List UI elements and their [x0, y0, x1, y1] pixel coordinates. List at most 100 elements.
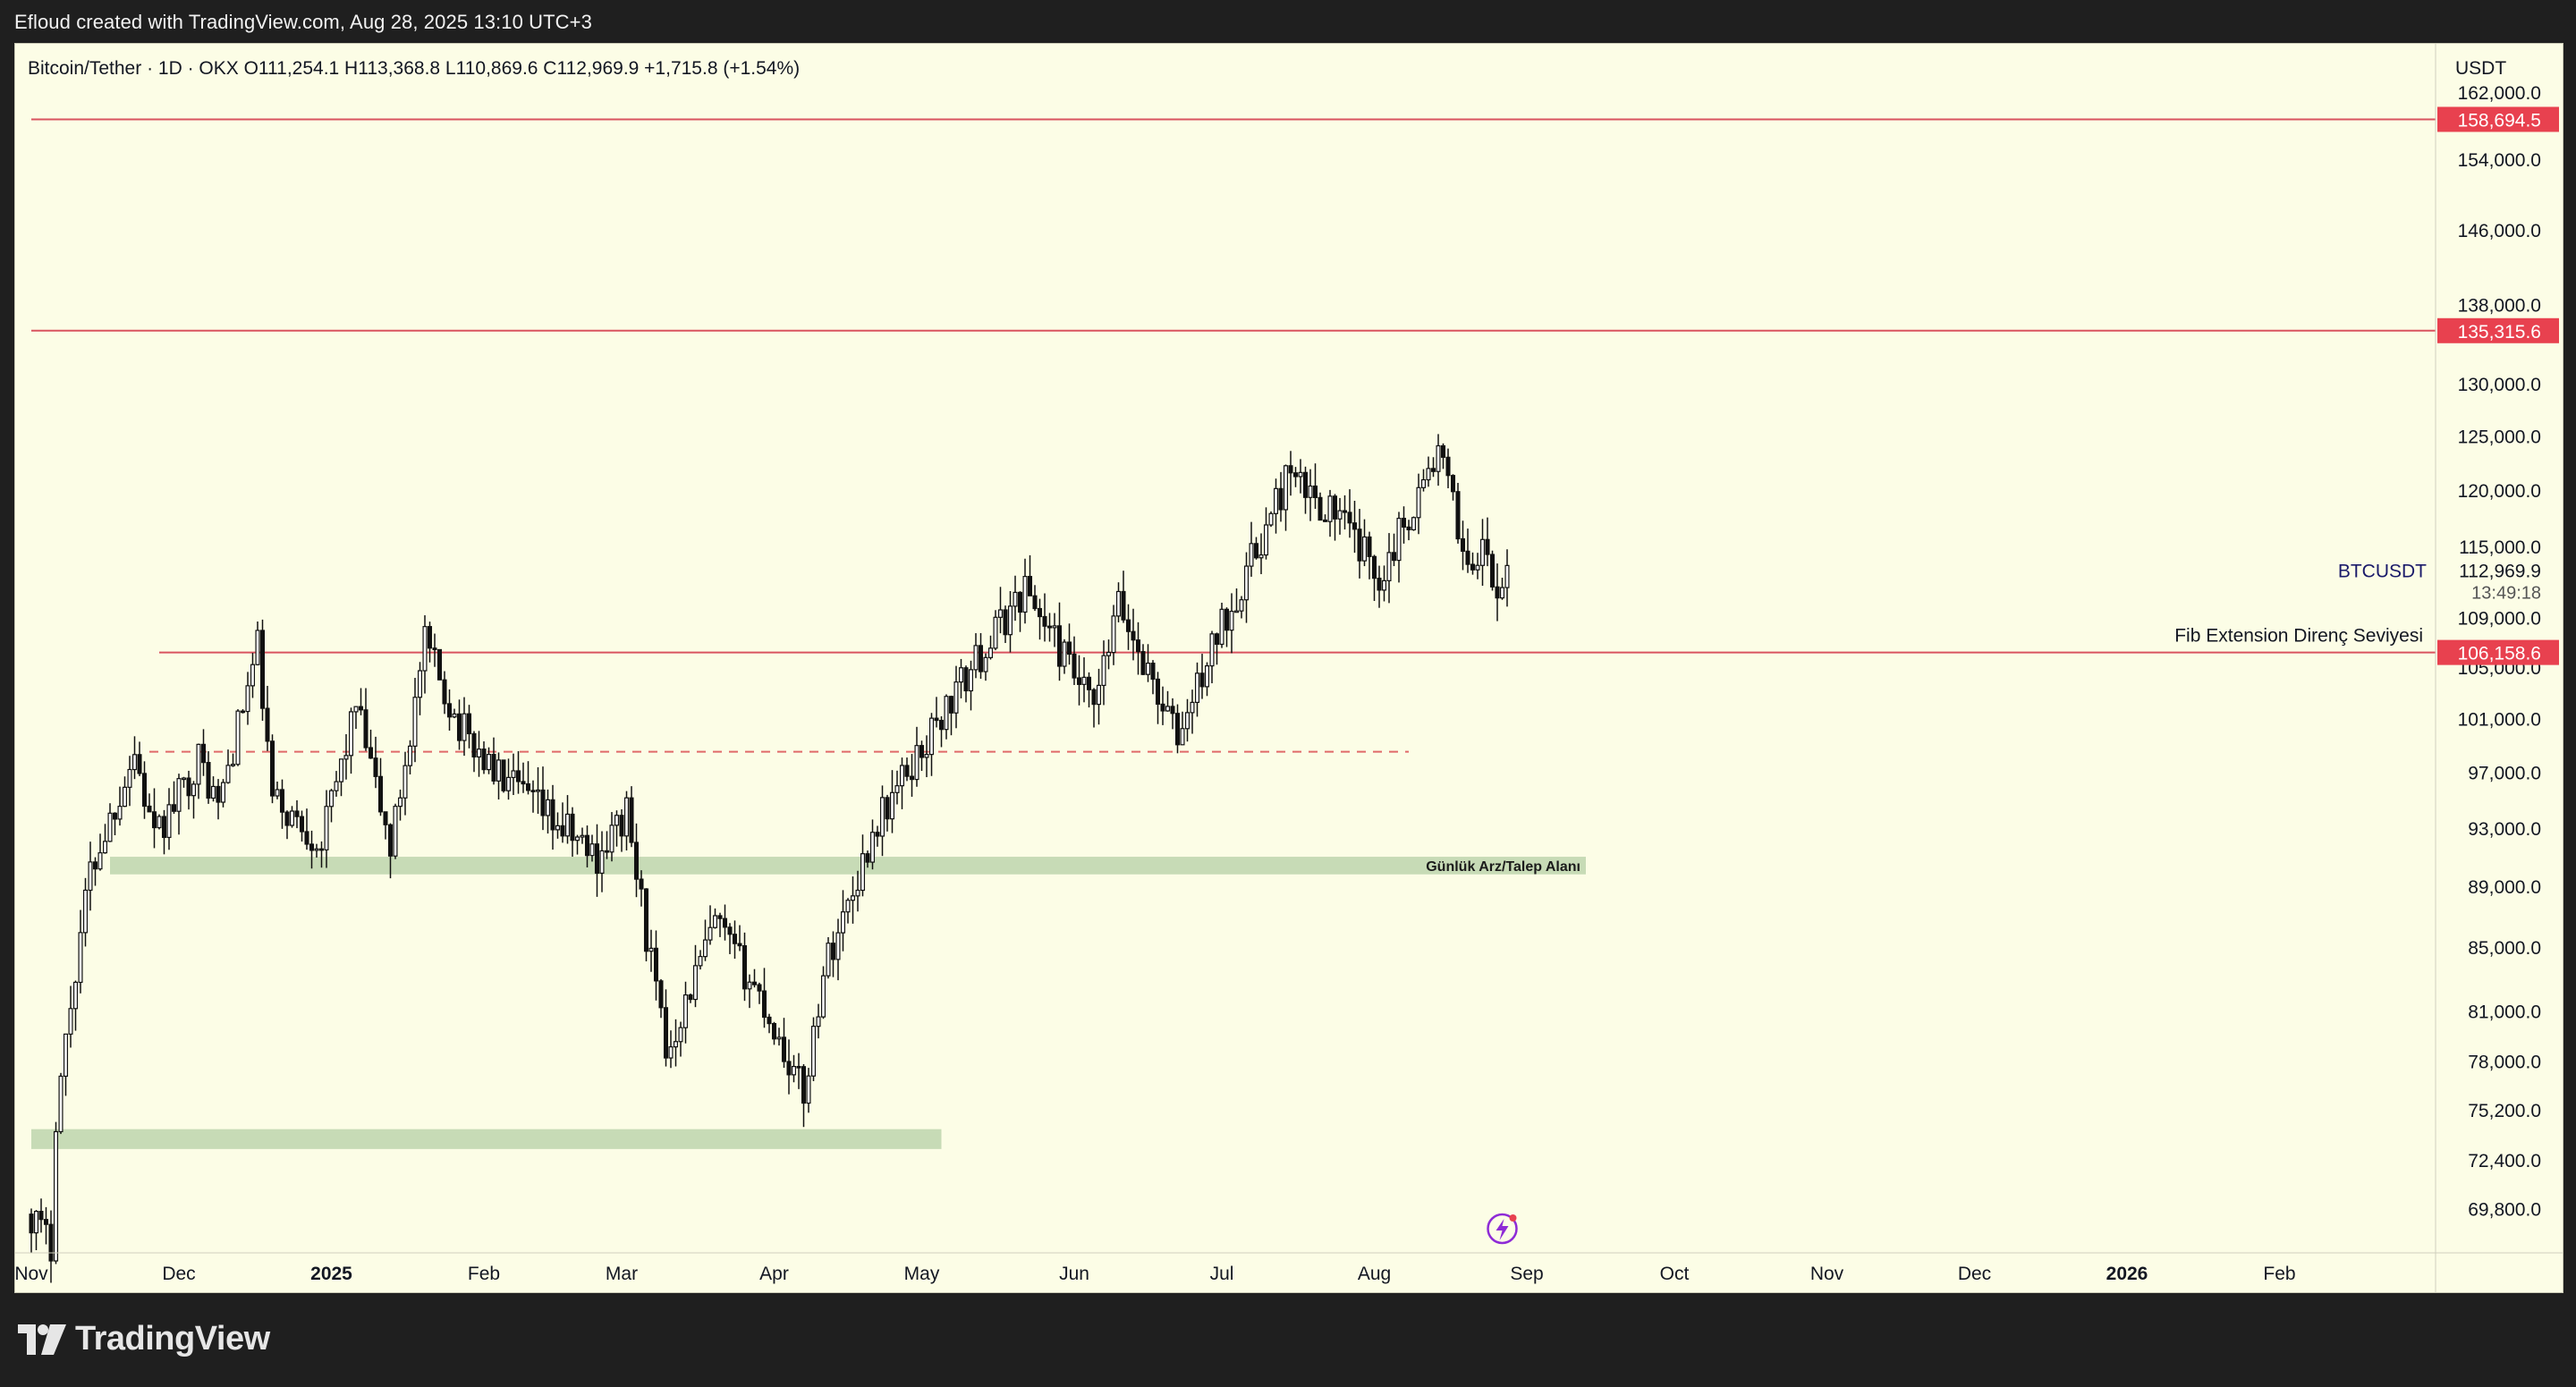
- candle-body: [530, 790, 536, 792]
- candle-body: [348, 711, 354, 757]
- candle-body: [850, 895, 856, 901]
- candle-body: [826, 943, 831, 977]
- candle: [751, 968, 758, 988]
- x-tick-label: Aug: [1358, 1264, 1391, 1284]
- candle-body: [97, 852, 103, 870]
- candle: [1298, 459, 1303, 494]
- candle-body: [1086, 676, 1092, 690]
- candle: [402, 751, 408, 816]
- candle-body: [1430, 468, 1436, 472]
- candle: [97, 833, 103, 871]
- candle: [137, 741, 142, 776]
- candle-body: [810, 1026, 817, 1077]
- candle-body: [1199, 672, 1205, 688]
- candle-body: [806, 1075, 811, 1104]
- candle-body: [894, 785, 900, 793]
- candle-body: [1371, 555, 1377, 579]
- candle: [200, 729, 207, 776]
- candle: [1165, 690, 1171, 712]
- candle: [225, 749, 231, 784]
- candle-body: [648, 947, 654, 952]
- candle-body: [452, 713, 457, 718]
- candle-body: [1214, 633, 1220, 646]
- candle-body: [436, 648, 443, 681]
- candle-body: [1042, 615, 1047, 627]
- candle: [491, 737, 496, 785]
- candle: [1007, 590, 1013, 653]
- candle-body: [1308, 485, 1313, 498]
- candle-body: [708, 926, 713, 941]
- candle-body: [127, 768, 132, 788]
- candle: [1096, 668, 1102, 725]
- candle-body: [1258, 554, 1264, 559]
- candle: [324, 790, 329, 868]
- candle-body: [397, 797, 403, 808]
- candle: [436, 648, 443, 681]
- candle: [181, 776, 187, 788]
- chart-area[interactable]: Günlük Arz/Talep Alanı Fib Extension Dir…: [14, 43, 2563, 1293]
- candle: [387, 823, 394, 879]
- candle: [776, 1028, 782, 1046]
- candle: [427, 622, 433, 663]
- candle: [580, 827, 585, 844]
- candle: [1465, 529, 1470, 573]
- candle-body: [786, 1061, 792, 1076]
- candle: [1430, 457, 1436, 478]
- candle: [462, 697, 467, 757]
- tradingview-brand[interactable]: TradingView: [18, 1320, 270, 1358]
- candle: [1194, 662, 1200, 717]
- candle-body: [88, 861, 93, 892]
- candle: [555, 812, 561, 839]
- candle: [914, 726, 919, 787]
- candle: [515, 750, 521, 794]
- candle: [48, 1210, 54, 1283]
- candle: [1017, 591, 1023, 632]
- candle-body: [230, 764, 236, 766]
- candle: [771, 1021, 777, 1045]
- candle: [584, 825, 590, 867]
- candle: [1204, 662, 1210, 697]
- candle-body: [314, 848, 319, 851]
- candle-body: [535, 789, 541, 792]
- candle-body: [899, 765, 905, 787]
- candle-body: [835, 932, 841, 960]
- candle: [1426, 456, 1431, 487]
- candle-body: [63, 1033, 69, 1078]
- candle-body: [501, 759, 506, 791]
- candle-body: [412, 697, 418, 747]
- price-chart[interactable]: Günlük Arz/Talep Alanı Fib Extension Dir…: [15, 44, 2563, 1292]
- x-tick-label: Feb: [2263, 1264, 2295, 1284]
- candle: [757, 982, 762, 1004]
- candle-body: [1017, 591, 1023, 613]
- candle: [978, 632, 984, 680]
- candle: [1091, 688, 1097, 728]
- candle-body: [860, 853, 866, 892]
- candle: [289, 806, 295, 828]
- candle: [299, 810, 305, 842]
- candle-body: [550, 799, 555, 831]
- candle: [88, 842, 93, 911]
- candle-body: [673, 1041, 679, 1048]
- candle: [1062, 639, 1067, 674]
- candle-body: [324, 806, 329, 850]
- candle: [1278, 471, 1284, 522]
- candle-body: [1253, 543, 1259, 559]
- candle-body: [1219, 608, 1224, 646]
- price-label-bg-0: [2437, 106, 2559, 132]
- candle: [708, 905, 713, 945]
- y-tick-label: 146,000.0: [2458, 221, 2541, 241]
- candle: [801, 1064, 807, 1128]
- candle-body: [137, 754, 142, 774]
- candle: [1066, 623, 1072, 665]
- candle-body: [334, 781, 339, 791]
- y-tick-label: 154,000.0: [2458, 150, 2541, 171]
- candle: [1504, 549, 1510, 607]
- candle: [122, 776, 128, 808]
- candle: [894, 770, 900, 805]
- candle: [938, 715, 945, 748]
- lightning-icon[interactable]: [1487, 1213, 1518, 1245]
- candle-body: [29, 1214, 34, 1234]
- candle-body: [889, 791, 895, 820]
- zones-layer: Günlük Arz/Talep Alanı: [31, 857, 1586, 1149]
- candle-body: [245, 685, 250, 713]
